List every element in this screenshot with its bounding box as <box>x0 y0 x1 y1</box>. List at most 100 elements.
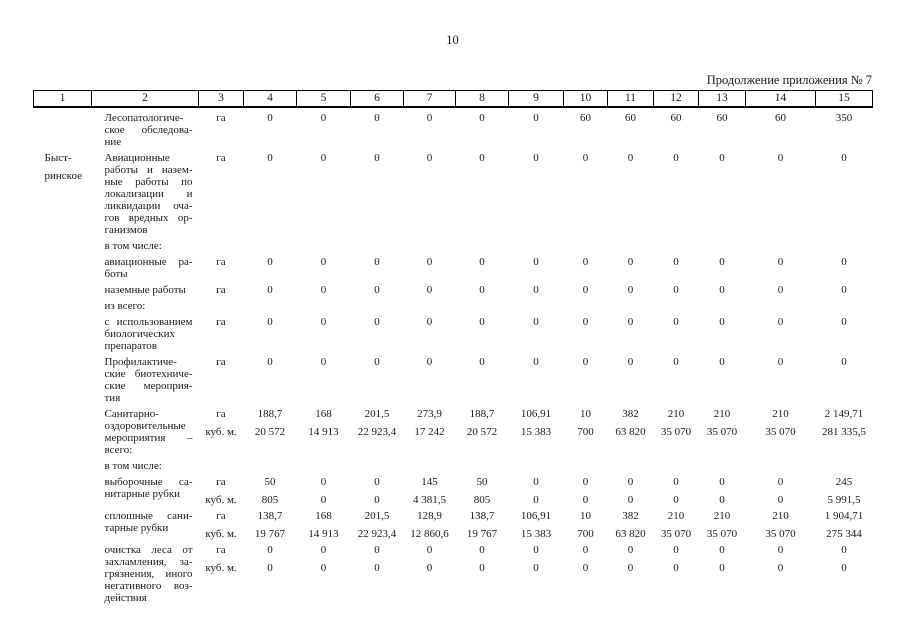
activity-name-cell: из всего: <box>92 296 199 312</box>
value-cell: 0 <box>297 252 351 280</box>
page-number: 10 <box>446 33 459 47</box>
value-cell: 0 <box>564 312 608 352</box>
region-cell <box>34 404 92 456</box>
value-cell: 106,91 15 383 <box>509 404 564 456</box>
activity-name-line: ние <box>104 136 122 148</box>
value: 201,5 <box>364 408 390 420</box>
value: 0 <box>426 316 433 328</box>
value-cell: 0 <box>816 352 873 404</box>
value: 168 <box>315 510 332 522</box>
value-cell: 0 <box>509 352 564 404</box>
value: 0 <box>267 284 273 296</box>
activity-name-line: сплошные сани- <box>104 510 193 522</box>
value-cell: 0 <box>244 352 297 404</box>
region-cell <box>34 236 92 252</box>
value: 0 <box>719 316 725 328</box>
unit-label: га <box>216 476 226 488</box>
region-cell <box>34 506 92 540</box>
value: 50 <box>264 476 276 488</box>
value: 281 335,5 <box>822 426 866 438</box>
column-header: 11 <box>607 90 654 108</box>
value-cell: 0 <box>404 252 456 280</box>
activity-name-line: всего: <box>104 444 133 456</box>
value-cell: 0 <box>816 252 873 280</box>
value: 0 <box>267 256 273 268</box>
value-cell: 0 <box>816 312 873 352</box>
unit-label: куб. м. <box>205 426 237 438</box>
value-cell: 210 35 070 <box>746 506 816 540</box>
value-cell: 350 <box>816 107 873 148</box>
value-cell: 0 <box>816 148 873 236</box>
value-cell <box>608 236 654 252</box>
value-cell: 210 35 070 <box>746 404 816 456</box>
unit-cell: га куб. м. <box>199 404 244 456</box>
value: 0 <box>267 356 273 368</box>
column-header: 2 <box>91 90 199 108</box>
unit-label: куб. м. <box>205 494 237 506</box>
value: 0 <box>374 356 380 368</box>
value-cell <box>746 456 816 472</box>
value: 60 <box>775 112 786 124</box>
value: 0 <box>627 152 634 164</box>
value-cell: 50 805 <box>244 472 297 506</box>
value: 0 <box>479 112 485 124</box>
table-row: с использованием биологических препаратов г… <box>34 312 873 352</box>
value: 0 <box>777 356 784 368</box>
value-cell <box>608 296 654 312</box>
value: 60 <box>670 112 682 124</box>
value-cell: 0 <box>351 352 404 404</box>
unit-cell: га куб. м. <box>199 506 244 540</box>
value: 12 860,6 <box>410 528 449 540</box>
table-row: Лесопатологиче-ское обследова-ние га 0 0 0 0 0… <box>34 107 873 148</box>
value: 210 <box>772 510 789 522</box>
value-cell: 0 <box>654 252 699 280</box>
value-cell: 0 <box>351 107 404 148</box>
value: 0 <box>533 316 539 328</box>
value: 1 904,71 <box>824 510 864 522</box>
table-row: наземные работы га 0 0 0 0 0 0 0 0 0 0 0 0 <box>34 280 873 296</box>
value-cell: 0 <box>456 252 509 280</box>
activity-name-line: Профилактиче- <box>104 356 177 368</box>
value-cell: 0 <box>654 312 699 352</box>
value: 0 <box>777 284 784 296</box>
value: 0 <box>267 562 273 574</box>
value-cell: 0 <box>351 148 404 236</box>
value: 0 <box>426 152 433 164</box>
value-cell: 188,7 20 572 <box>244 404 297 456</box>
value: 0 <box>719 256 725 268</box>
value: 22 923,4 <box>357 426 397 438</box>
value: 0 <box>374 284 380 296</box>
value: 0 <box>719 356 725 368</box>
value-cell: 0 <box>608 148 654 236</box>
region-cell <box>34 296 92 312</box>
unit-cell <box>199 296 244 312</box>
value: 0 <box>627 476 634 488</box>
value-cell: 0 <box>244 280 297 296</box>
value: 0 <box>479 284 485 296</box>
value: 0 <box>777 494 784 506</box>
region-cell <box>34 312 92 352</box>
value-cell: 0 <box>608 352 654 404</box>
unit-cell: га <box>199 107 244 148</box>
activity-name-cell: наземные работы <box>92 280 199 296</box>
value: 50 <box>476 476 488 488</box>
unit-cell: га куб. м. <box>199 472 244 506</box>
value: 63 820 <box>615 426 646 438</box>
value: 0 <box>479 256 485 268</box>
value: 0 <box>777 544 784 556</box>
value-cell <box>608 456 654 472</box>
value-cell <box>699 236 746 252</box>
value-cell: 0 <box>297 352 351 404</box>
region-cell <box>34 456 92 472</box>
value-cell: 2 149,71 281 335,5 <box>816 404 873 456</box>
value-cell: 0 <box>608 252 654 280</box>
activity-name-line: наземные работы <box>104 284 186 296</box>
value: 0 <box>627 356 634 368</box>
value-cell: 210 35 070 <box>699 506 746 540</box>
value: 0 <box>426 256 433 268</box>
